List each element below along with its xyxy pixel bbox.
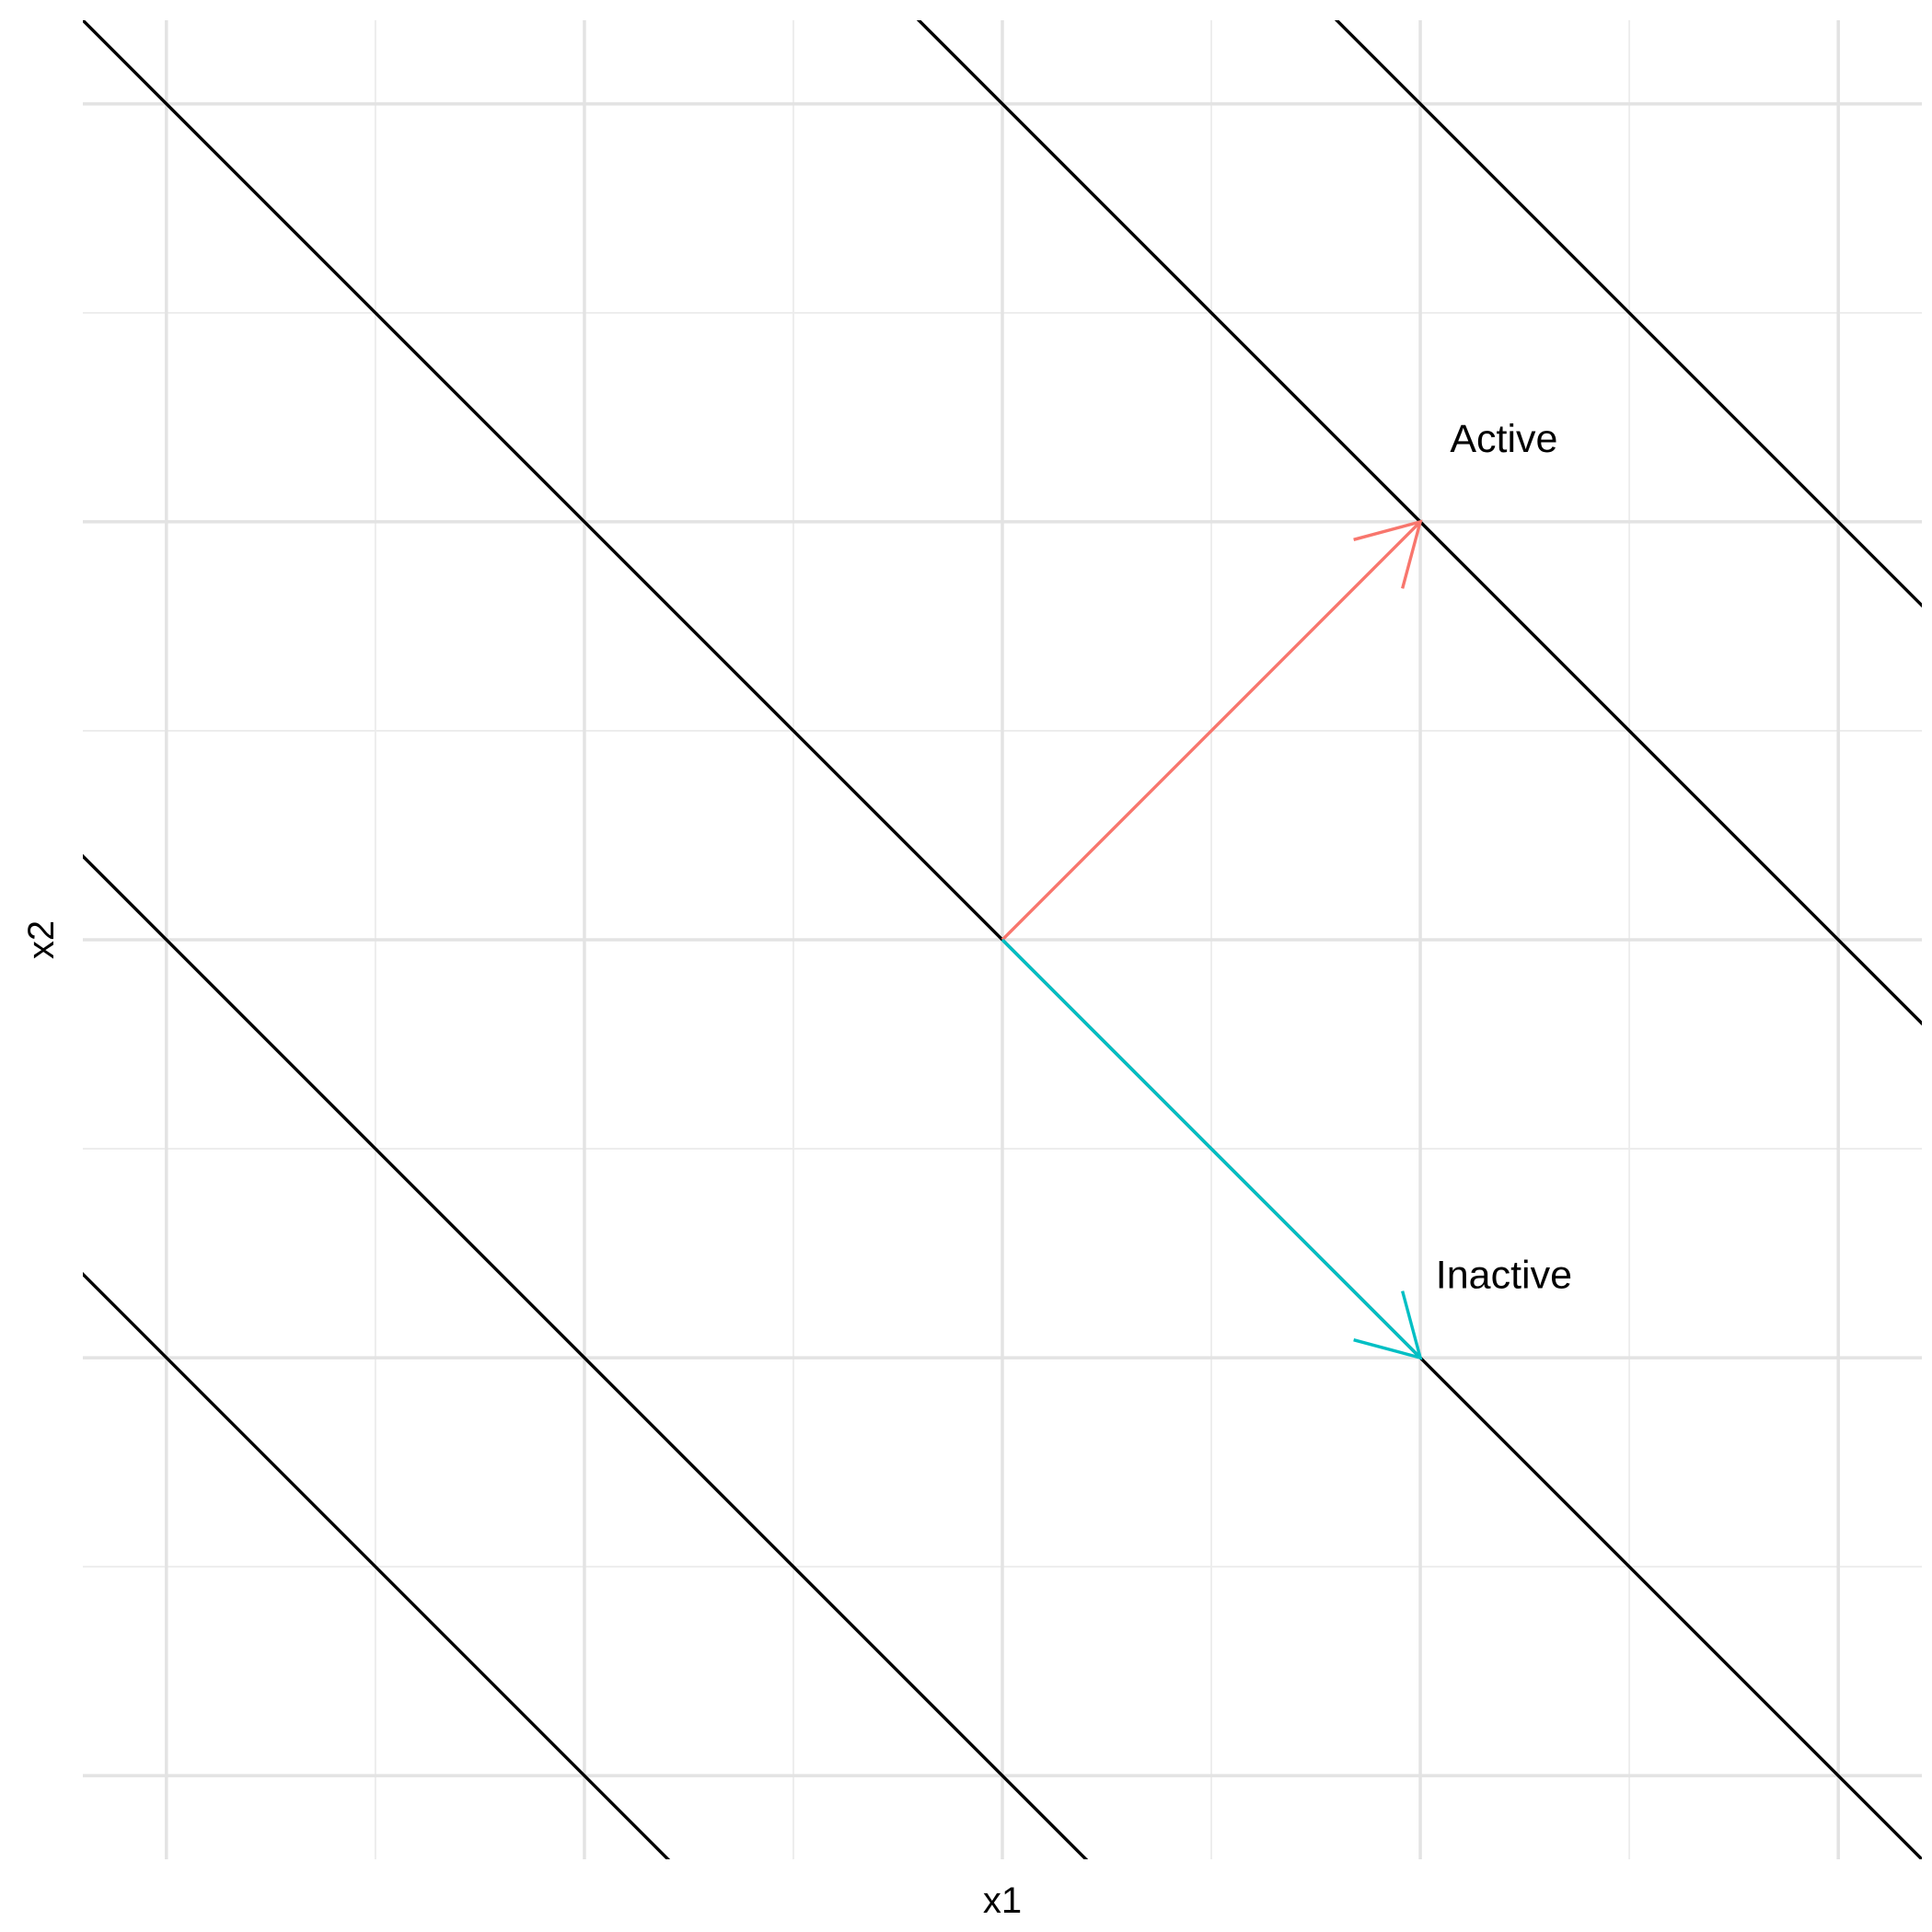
arrow-label: Inactive [1436, 1253, 1572, 1297]
arrow-labels: Active Inactive [1436, 417, 1572, 1297]
contour-line [83, 1271, 671, 1859]
arrow-head [1353, 519, 1423, 589]
contour-line [916, 20, 1922, 1026]
contour-line [1334, 20, 1922, 608]
direction-arrows [1001, 519, 1423, 1360]
arrow-shaft [1001, 520, 1422, 942]
x-axis-title: x1 [983, 1880, 1022, 1921]
arrow-label: Active [1450, 417, 1557, 461]
contour-line [83, 853, 1089, 1859]
y-axis-title: x2 [21, 920, 62, 959]
arrow-shaft [1001, 938, 1422, 1359]
arrow-head [1353, 1290, 1423, 1360]
